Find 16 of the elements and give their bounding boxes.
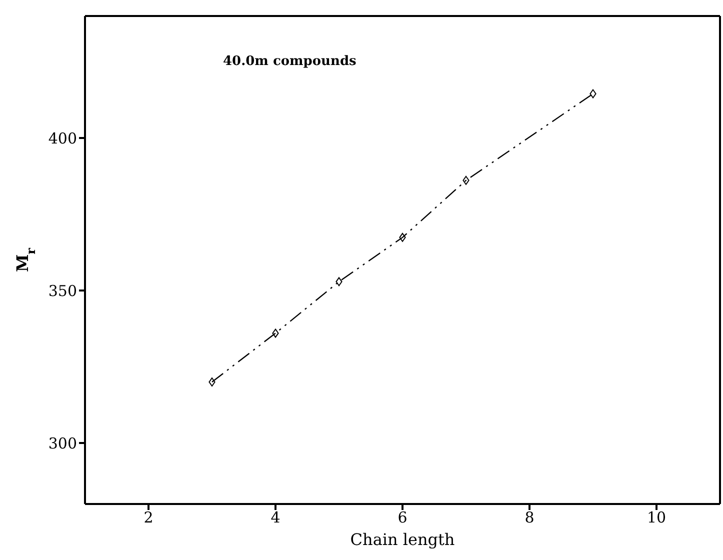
annotation: 40.0m compounds bbox=[223, 54, 356, 69]
point bbox=[590, 89, 596, 98]
point bbox=[462, 176, 470, 185]
y-tick-label: 400 bbox=[48, 129, 77, 148]
point bbox=[272, 328, 279, 338]
point bbox=[336, 277, 342, 286]
x-axis-title: Chain length bbox=[350, 530, 455, 549]
x-tick-label: 10 bbox=[646, 508, 666, 527]
y-tick-label: 300 bbox=[48, 434, 77, 452]
point bbox=[399, 232, 406, 242]
x-tick-label: 8 bbox=[524, 508, 534, 527]
x-tick-label: 4 bbox=[270, 508, 280, 527]
x-tick-label: 2 bbox=[144, 508, 154, 527]
y-tick-label: 350 bbox=[48, 282, 77, 300]
x-tick-label: 6 bbox=[398, 508, 408, 527]
point bbox=[208, 378, 216, 386]
